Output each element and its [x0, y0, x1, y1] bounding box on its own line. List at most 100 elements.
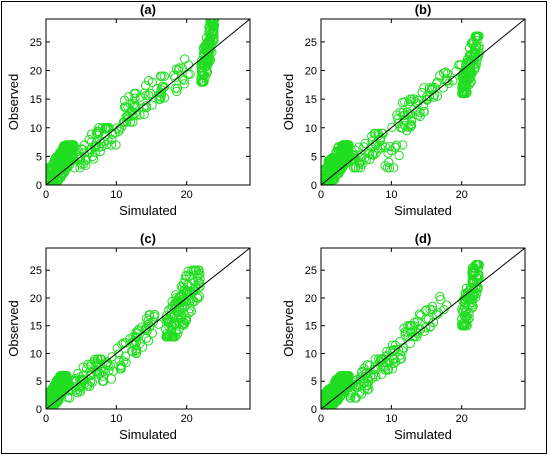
data-point: [57, 146, 68, 156]
data-point: [143, 336, 154, 346]
panel-title: (d): [415, 231, 432, 246]
data-point: [444, 78, 454, 88]
data-point: [461, 283, 472, 294]
y-tick-label: 15: [305, 94, 317, 106]
data-point: [129, 336, 140, 346]
data-point: [394, 150, 404, 161]
data-point: [373, 144, 383, 154]
data-point: [398, 346, 408, 356]
data-point: [205, 46, 215, 56]
y-tick-label: 5: [311, 151, 317, 163]
data-point: [194, 265, 204, 275]
data-point: [367, 136, 377, 147]
y-tick-label: 10: [305, 348, 317, 360]
data-point: [402, 107, 413, 118]
data-point: [171, 290, 181, 300]
data-point: [469, 63, 480, 73]
one-to-one-line: [45, 247, 251, 410]
data-point: [429, 90, 440, 100]
data-point: [357, 366, 367, 377]
data-point: [349, 151, 360, 161]
axes-box: [45, 247, 251, 410]
x-axis-label: Simulated: [119, 427, 177, 442]
data-point: [323, 385, 333, 396]
data-point: [406, 116, 417, 126]
data-point: [461, 321, 472, 331]
data-point: [180, 54, 190, 64]
scatter-points: [46, 265, 205, 409]
data-point: [154, 94, 164, 104]
data-point: [175, 318, 185, 328]
x-axis-label: Simulated: [394, 203, 452, 218]
data-point: [412, 329, 423, 339]
data-point: [395, 107, 405, 117]
data-point: [177, 63, 187, 73]
data-point: [470, 292, 481, 303]
data-point: [208, 22, 219, 32]
data-point: [388, 346, 398, 356]
data-point: [463, 76, 473, 86]
data-point: [172, 83, 183, 94]
data-point: [386, 146, 397, 156]
data-point: [97, 376, 108, 386]
y-axis-label: Observed: [281, 300, 296, 356]
scatter-points: [46, 19, 220, 185]
data-point: [101, 123, 111, 133]
axes-box: [45, 18, 251, 186]
data-point: [334, 165, 345, 176]
one-to-one-line: [45, 18, 251, 186]
data-point: [383, 157, 394, 168]
data-point: [427, 301, 438, 312]
data-point: [193, 276, 203, 286]
data-point: [169, 332, 179, 342]
data-point: [435, 70, 445, 81]
x-tick-label: 0: [43, 189, 49, 201]
one-to-one-line: [320, 247, 526, 410]
data-point: [378, 128, 388, 139]
x-tick-label: 0: [43, 413, 49, 425]
x-axis-label: Simulated: [119, 203, 177, 218]
data-point: [473, 50, 484, 61]
data-point: [111, 140, 121, 150]
data-point: [338, 140, 349, 150]
panel-a: (a) Simulated Observed 0 10 20 0 5 10 15 20 25: [6, 2, 251, 218]
data-point: [176, 310, 186, 321]
data-point: [114, 349, 124, 359]
data-point: [87, 377, 97, 387]
data-point: [432, 77, 442, 87]
data-point: [130, 93, 140, 104]
panel-title: (a): [140, 2, 156, 17]
data-point: [79, 140, 89, 150]
data-point: [153, 319, 164, 329]
data-point: [370, 354, 380, 364]
data-point: [164, 332, 174, 342]
y-tick-label: 25: [30, 37, 42, 49]
data-point: [383, 148, 393, 158]
data-point: [412, 316, 422, 326]
y-tick-label: 5: [36, 376, 42, 388]
data-point: [461, 84, 471, 95]
x-tick-label: 10: [110, 189, 122, 201]
data-point: [186, 306, 197, 316]
y-tick-label: 0: [311, 404, 317, 416]
y-tick-label: 10: [305, 123, 317, 135]
data-point: [327, 397, 337, 408]
data-point: [93, 354, 103, 364]
data-point: [331, 376, 341, 386]
data-point: [143, 90, 154, 100]
data-point: [81, 160, 91, 171]
data-point: [63, 386, 73, 396]
data-point: [106, 140, 117, 150]
y-tick-label: 0: [311, 180, 317, 192]
data-point: [460, 288, 470, 299]
data-point: [74, 152, 84, 163]
x-tick-label: 20: [181, 413, 193, 425]
data-point: [141, 333, 152, 343]
data-point: [86, 371, 96, 381]
data-point: [398, 107, 408, 118]
data-point: [147, 328, 158, 338]
data-point: [94, 123, 104, 133]
data-point: [106, 374, 117, 384]
panel-title: (b): [415, 2, 432, 17]
